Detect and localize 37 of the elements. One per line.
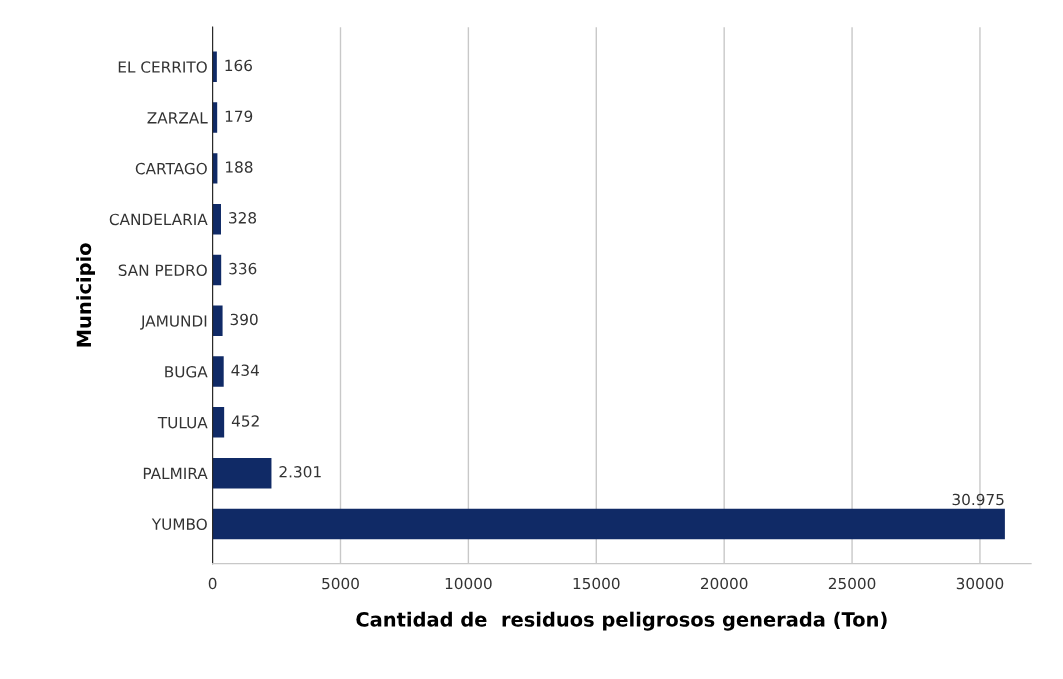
- x-tick-label: 0: [208, 577, 217, 590]
- bar: [212, 254, 222, 286]
- y-tick-label: CANDELARIA: [109, 213, 208, 226]
- data-label: 2.301: [279, 466, 321, 478]
- x-tick-label: 5000: [322, 577, 359, 590]
- bar: [212, 51, 217, 83]
- x-axis-title: Cantidad de residuos peligrosos generada (Ton): [356, 611, 887, 631]
- data-label: 166: [225, 59, 252, 72]
- y-axis-title: Municipio: [76, 243, 95, 347]
- y-tick-label: BUGA: [165, 366, 208, 378]
- data-label: 390: [230, 313, 258, 326]
- y-tick-label: ZARZAL: [147, 112, 208, 124]
- bar: [212, 508, 1005, 540]
- data-label: 30.975: [952, 493, 1004, 506]
- x-tick-label: 15000: [573, 577, 620, 590]
- y-tick-label: JAMUNDI: [140, 315, 207, 330]
- data-label: 452: [231, 415, 259, 427]
- y-tick-label: TULUA: [157, 417, 208, 429]
- x-tick-label: 10000: [445, 577, 492, 590]
- data-label: 336: [229, 262, 257, 275]
- x-tick-label: 30000: [956, 577, 1004, 590]
- data-label: 179: [225, 110, 253, 123]
- y-tick-label: YUMBO: [151, 518, 207, 530]
- y-tick-label: SAN PEDRO: [118, 264, 207, 276]
- y-tick-label: EL CERRITO: [118, 61, 207, 73]
- bar: [212, 203, 221, 235]
- x-tick-label: 25000: [828, 577, 876, 590]
- data-label: 434: [231, 364, 259, 376]
- bar: [212, 305, 223, 336]
- x-tick-label: 20000: [700, 577, 748, 590]
- data-label: 328: [229, 212, 257, 224]
- y-tick-label: CARTAGO: [135, 162, 207, 175]
- bar: [212, 356, 224, 387]
- bar: [212, 407, 225, 438]
- y-tick-label: PALMIRA: [143, 467, 208, 479]
- data-label: 188: [226, 161, 253, 173]
- bar: [212, 457, 272, 489]
